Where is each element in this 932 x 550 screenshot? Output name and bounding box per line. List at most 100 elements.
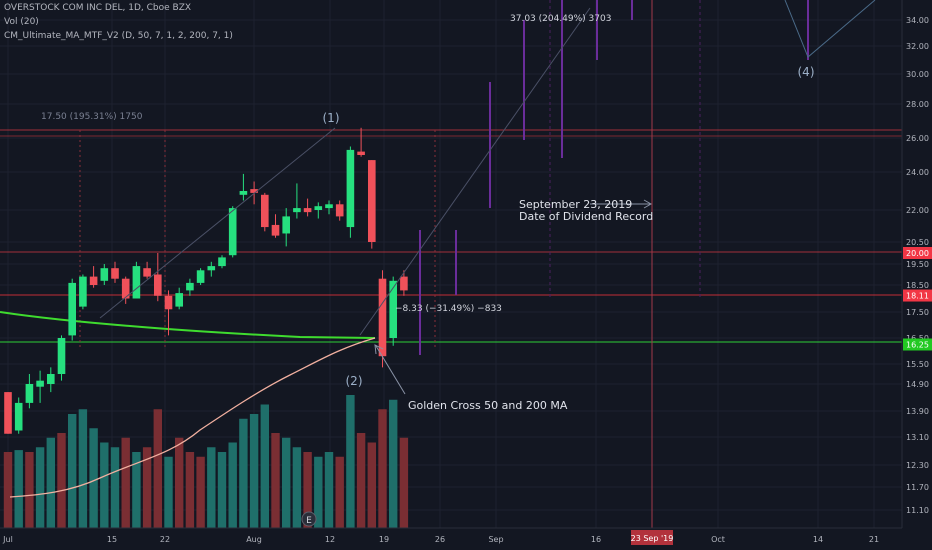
candle-body-31 (335, 204, 344, 217)
candle-body-3 (36, 380, 44, 387)
volume-bar-21 (228, 442, 237, 528)
volume-bar-11 (121, 437, 130, 528)
date-tag-bg (631, 530, 673, 545)
volume-bar-9 (100, 442, 109, 528)
volume-bar-2 (25, 452, 34, 528)
candle-4 (47, 367, 55, 393)
candle-body-15 (164, 295, 173, 310)
time-axis[interactable]: Jul 15 22 Aug 12 19 26 Sep 16 Oct 14 21 23 Sep '19 (0, 527, 902, 545)
candles (4, 127, 408, 434)
price-tag-label: 20.00 (906, 249, 929, 258)
price-tag-bg-2 (903, 338, 932, 351)
volume-bar-3 (35, 447, 45, 528)
candle-body-35 (378, 278, 387, 357)
candle-body-30 (325, 204, 333, 209)
price-tick-label: 11.70 (906, 483, 929, 492)
candle-37 (400, 270, 408, 296)
volume-bar-23 (249, 414, 259, 528)
volume-bar-17 (185, 452, 195, 528)
candle-body-25 (271, 224, 280, 236)
volume-bar-20 (217, 452, 227, 528)
volume-bar-33 (356, 433, 366, 528)
candle-9 (100, 264, 109, 285)
candle-19 (207, 261, 216, 277)
wave1-label: (1) (323, 111, 340, 125)
candle-11 (121, 276, 130, 304)
price-tick-label: 20.50 (906, 238, 929, 247)
volume-bar-19 (207, 447, 216, 528)
fib-trendline (359, 7, 591, 336)
candle-body-21 (228, 208, 237, 256)
candle-2 (25, 374, 34, 409)
candle-13 (143, 261, 151, 279)
candle-3 (36, 370, 44, 403)
candle-body-26 (282, 216, 290, 234)
candle-body-24 (261, 194, 269, 228)
horizontal-lines (0, 129, 902, 343)
price-tick-label: 26.00 (906, 134, 929, 143)
candle-body-14 (154, 274, 162, 296)
volume-bar-24 (260, 404, 269, 528)
candle-26 (282, 208, 290, 247)
price-tag-label: 16.25 (906, 341, 929, 350)
golden-cross-arrow (375, 345, 406, 395)
volume-bar-0 (3, 452, 13, 528)
candle-24 (261, 192, 269, 232)
time-tick-label: Jul (2, 535, 13, 544)
candle-body-28 (303, 208, 312, 213)
candle-body-4 (47, 374, 55, 384)
time-tick-label: 14 (813, 535, 823, 544)
price-tag-bg-0 (903, 247, 932, 259)
candle-body-16 (175, 293, 183, 307)
price-tick-label: 18.50 (906, 281, 929, 290)
price-tick-label: 13.90 (906, 407, 929, 416)
price-axis[interactable]: 34.00 32.00 30.00 28.00 26.00 24.00 22.00 20.50… (901, 0, 932, 550)
volume-bar-26 (282, 437, 291, 528)
candle-21 (228, 206, 237, 258)
price-axis-bg (902, 0, 932, 550)
candle-15 (164, 290, 173, 336)
candle-30 (325, 200, 333, 215)
candle-6 (68, 278, 76, 341)
volume-bar-18 (196, 456, 205, 528)
wave2-label: (2) (346, 374, 363, 388)
fib-target-label: 37.03 (204.49%) 3703 (510, 14, 611, 24)
date-tag-label: 23 Sep '19 (631, 534, 674, 543)
volume-bar-14 (153, 409, 162, 528)
candle-22 (239, 173, 248, 201)
time-tick-label: 16 (591, 535, 601, 544)
candle-body-13 (143, 268, 151, 277)
price-tick-label: 13.10 (906, 433, 929, 442)
golden-cross-label: Golden Cross 50 and 200 MA (408, 399, 568, 412)
candle-body-23 (250, 189, 258, 193)
candle-29 (314, 202, 323, 219)
candle-body-5 (57, 338, 66, 374)
price-tick-label: 34.00 (906, 16, 929, 25)
dividend-arrowhead (643, 199, 653, 209)
candle-20 (218, 255, 226, 269)
volume-bar-31 (335, 456, 344, 528)
candle-31 (335, 200, 344, 221)
candle-body-19 (207, 266, 216, 271)
candle-34 (368, 160, 376, 249)
volume-bar-32 (346, 395, 355, 528)
dividend-date-label: September 23, 2019 (519, 198, 632, 211)
volume-bar-25 (271, 433, 280, 528)
trendline-up (99, 127, 336, 319)
candle-body-11 (121, 278, 130, 299)
candle-10 (111, 261, 119, 283)
candle-25 (271, 214, 280, 238)
price-tick-label: 17.50 (906, 308, 929, 317)
fib-down-label: −8.33 (−31.49%) −833 (395, 304, 502, 314)
price-tag-label: 18.11 (906, 292, 929, 301)
volume-bar-16 (175, 437, 184, 528)
candle-28 (303, 198, 312, 217)
price-tick-label: 12.30 (906, 461, 929, 470)
volume-bar-6 (68, 414, 77, 528)
volume-bar-15 (164, 456, 173, 528)
moving-averages (0, 311, 376, 498)
candle-0 (4, 392, 12, 434)
candle-body-7 (79, 276, 87, 307)
volume-bar-22 (239, 418, 248, 528)
